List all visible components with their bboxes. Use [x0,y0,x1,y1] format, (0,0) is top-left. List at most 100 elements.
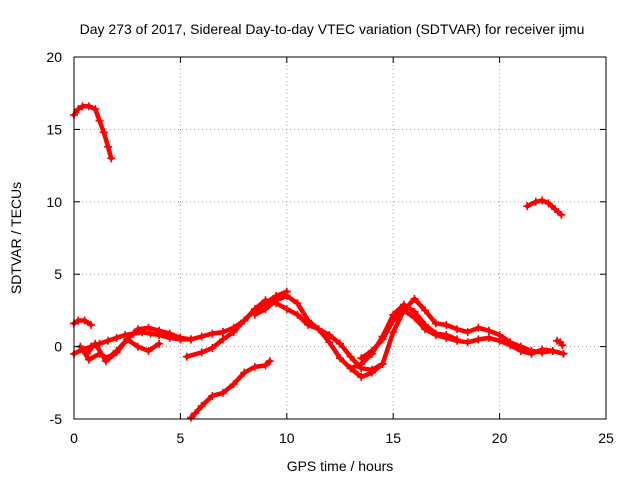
data-point [82,349,91,358]
data-point [282,291,291,300]
data-point [378,359,387,368]
data-point [389,328,398,337]
data-point [527,349,536,358]
series-arc-11 [357,306,557,363]
data-point [218,388,227,397]
data-series [70,102,568,422]
data-point [314,325,323,334]
data-point [218,328,227,337]
data-point [74,105,83,114]
x-axis-label: GPS time / hours [287,458,394,474]
series-arc-13 [553,336,567,350]
data-point [523,202,532,211]
data-point [250,362,259,371]
data-point [101,357,110,366]
data-point [187,413,196,422]
data-point [559,349,568,358]
plot-frame [73,56,607,420]
data-point [176,333,185,342]
data-point [474,323,483,332]
data-point [538,345,547,354]
data-point [133,325,142,334]
data-point [265,357,274,366]
data-point [367,368,376,377]
chart-title: Day 273 of 2017, Sidereal Day-to-day VTE… [80,21,585,37]
data-point [421,306,430,315]
data-point [91,339,100,348]
data-point [84,102,93,111]
data-point [99,128,108,137]
data-point [558,341,567,350]
data-point [495,336,504,345]
series-trace [220,298,385,373]
y-tick-label: 0 [54,339,62,355]
series-arc-1 [70,102,116,163]
data-point [442,320,451,329]
data-point [144,346,153,355]
data-point [325,338,334,347]
data-point [410,313,419,322]
data-point [453,336,462,345]
axis-ticks: 0 5 10 15 20 25 -5 0 5 10 15 20 [46,49,614,446]
data-point [484,333,493,342]
data-point [229,323,238,332]
data-point [421,325,430,334]
data-point [112,348,121,357]
data-point [336,339,344,348]
data-point [95,116,104,125]
data-point [548,346,557,355]
x-tick-label: 25 [598,430,614,446]
data-point [336,354,344,363]
y-tick-label: 5 [54,266,62,282]
data-point [240,368,249,377]
data-point [133,342,142,351]
data-point [357,354,366,363]
data-point [107,154,116,163]
data-point [261,296,270,305]
data-point [197,332,206,341]
data-point [453,325,462,334]
data-point [197,348,206,357]
data-point [91,105,100,114]
data-point [293,310,302,319]
data-point [112,333,121,342]
data-point [104,142,113,151]
data-point [346,364,355,373]
data-point [378,335,387,344]
data-point [367,346,376,355]
data-point [84,355,93,364]
data-point [229,380,238,389]
x-tick-label: 20 [492,430,508,446]
y-tick-label: 15 [46,121,62,137]
x-tick-label: 5 [177,430,185,446]
x-tick-label: 15 [385,430,401,446]
data-point [208,344,217,353]
data-point [538,196,547,205]
data-point [155,326,164,335]
data-point [165,329,174,338]
data-point [557,210,566,219]
data-point [506,341,515,350]
data-point [544,199,553,208]
data-point [208,391,217,400]
data-point [87,320,96,329]
y-tick-label: -5 [50,411,63,427]
data-point [104,336,113,345]
series-trace [252,293,460,371]
data-point [550,205,559,214]
data-point [474,335,483,344]
data-point [197,401,206,410]
x-tick-label: 10 [279,430,295,446]
data-point [516,346,525,355]
data-point [240,316,249,325]
data-point [282,304,291,313]
y-tick-label: 10 [46,194,62,210]
data-point [208,329,217,338]
data-point [182,352,191,361]
data-point [442,333,451,342]
data-point [123,335,132,344]
data-point [431,319,440,328]
data-point [250,310,259,319]
